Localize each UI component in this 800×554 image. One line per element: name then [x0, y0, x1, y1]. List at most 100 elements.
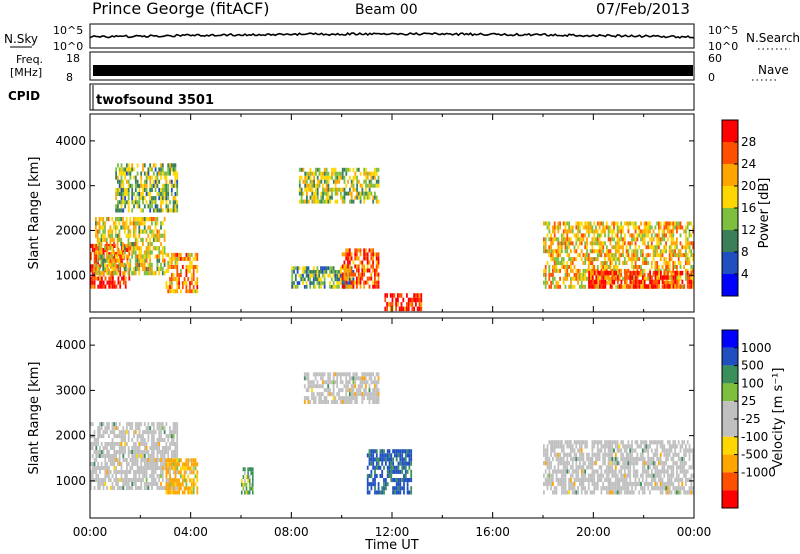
power-cell [670, 257, 673, 262]
power-cell [123, 266, 126, 272]
velocity-cell [570, 477, 572, 482]
power-cell [674, 265, 676, 269]
power-cell [570, 268, 572, 273]
power-cell [667, 229, 669, 234]
velocity-cell [395, 457, 398, 462]
power-cell [291, 281, 294, 285]
power-cell [167, 192, 170, 197]
velocity-cell [381, 473, 384, 478]
power-cell [629, 270, 632, 276]
power-cell [688, 249, 691, 254]
power-cell [339, 270, 342, 274]
power-cell [609, 261, 612, 265]
velocity-cell [629, 481, 632, 487]
power-cell [686, 279, 689, 285]
power-cell [618, 237, 621, 242]
power-cell [349, 175, 351, 180]
power-cell [167, 260, 170, 265]
power-cell [548, 237, 551, 242]
power-cell [686, 253, 689, 258]
velocity-cell [147, 450, 150, 454]
velocity-cell [307, 372, 310, 377]
power-cell [632, 221, 635, 226]
velocity-cell [652, 456, 655, 462]
power-cell [557, 245, 560, 250]
power-cell [620, 268, 623, 273]
power-cell [605, 261, 608, 265]
velocity-cell [647, 465, 650, 470]
power-cell [129, 183, 132, 188]
velocity-cell [681, 456, 684, 462]
power-cell [118, 250, 121, 255]
power-cell [625, 221, 628, 226]
velocity-cell [334, 372, 337, 377]
velocity-cell [149, 426, 152, 431]
power-cell [107, 271, 110, 276]
velocity-cell [650, 481, 653, 487]
power-cell [566, 229, 569, 234]
power-cell [627, 241, 630, 246]
power-cell [375, 167, 378, 172]
power-cell [656, 270, 659, 276]
power-cell [332, 167, 335, 172]
velocity-cell [124, 478, 126, 482]
velocity-cell [145, 478, 148, 482]
power-cell [129, 246, 132, 251]
velocity-cell [163, 462, 166, 466]
power-cell [665, 275, 668, 280]
power-cell [128, 252, 131, 257]
power-cell [102, 266, 105, 272]
velocity-cell [145, 450, 148, 454]
power-cell [151, 167, 153, 172]
power-cell [591, 275, 594, 280]
power-cell [143, 187, 146, 192]
velocity-cell [134, 422, 137, 427]
velocity-cell [104, 474, 107, 478]
power-cell [169, 171, 171, 176]
power-cell [588, 270, 591, 276]
power-cell [104, 258, 106, 263]
velocity-cell [95, 470, 98, 474]
power-cell [692, 229, 694, 234]
power-cell [553, 284, 556, 289]
power-cell [611, 257, 614, 262]
power-cell [368, 276, 371, 281]
velocity-cell [100, 450, 103, 454]
velocity-cell [138, 430, 141, 435]
power-cell [552, 272, 554, 277]
velocity-cell [356, 396, 358, 401]
power-cell [555, 249, 558, 254]
velocity-cell [370, 486, 373, 491]
time-tick-label: 04:00 [173, 525, 208, 539]
power-cell [327, 183, 330, 188]
power-cell [149, 246, 151, 251]
power-cell [176, 187, 179, 192]
power-cell [302, 273, 304, 278]
velocity-cell [172, 466, 175, 471]
power-cell [323, 266, 326, 270]
power-cell [338, 187, 341, 192]
power-cell [674, 275, 677, 280]
velocity-cell [115, 422, 117, 427]
velocity-cell [623, 456, 626, 462]
power-cell [124, 171, 126, 176]
velocity-cell [672, 473, 675, 478]
power-cell [575, 272, 578, 277]
power-cell [350, 266, 353, 270]
velocity-cell [607, 440, 610, 445]
velocity-cell [136, 454, 139, 458]
velocity-cell [117, 486, 119, 490]
power-cell [343, 284, 346, 289]
power-cell [550, 233, 552, 238]
power-cell [152, 183, 155, 188]
velocity-cell [352, 392, 355, 397]
power-cell [643, 225, 646, 230]
plot-title: Prince George (fitACF) [92, 0, 270, 18]
power-cell [668, 257, 671, 262]
power-cell [659, 221, 662, 226]
power-cell [365, 171, 367, 176]
velocity-cell [172, 458, 175, 463]
power-cell [640, 233, 642, 238]
velocity-cell [620, 440, 623, 445]
power-cell [571, 268, 574, 273]
